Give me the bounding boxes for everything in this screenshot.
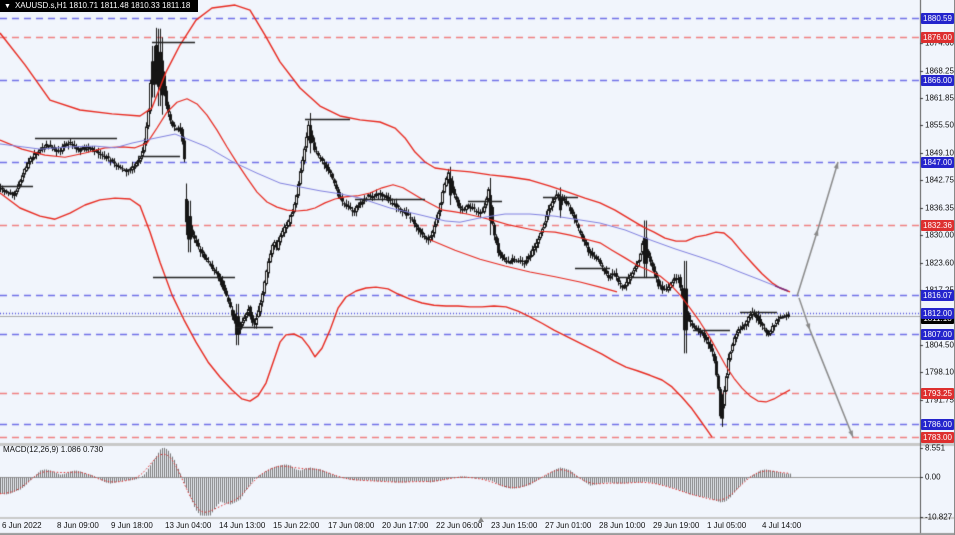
price-chart-canvas[interactable]	[0, 0, 954, 535]
trading-chart-window: ▼ XAUUSD.s,H1 1810.71 1811.48 1810.33 181…	[0, 0, 955, 535]
